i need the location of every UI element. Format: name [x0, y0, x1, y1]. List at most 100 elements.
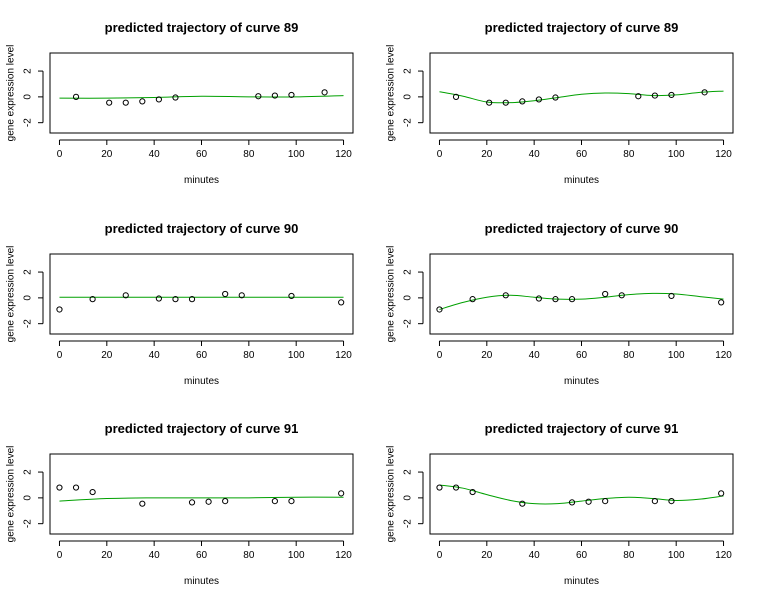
chart-5-y-axis-title: gene expression level — [6, 446, 17, 543]
chart-5-data-point — [188, 499, 196, 506]
chart-4-data-point — [552, 296, 559, 303]
chart-3-plot-frame — [49, 253, 354, 335]
chart-3-data-point — [338, 299, 345, 306]
chart-1-data-point — [271, 92, 278, 99]
chart-2: predicted trajectory of curve 890 20 40 60 8… — [386, 20, 734, 186]
chart-4-data-point — [618, 292, 625, 299]
chart-6-trajectory-line — [439, 484, 724, 505]
chart-2-y-tick-label: 2 — [403, 68, 414, 74]
chart-6-x-tick-label: 20 — [481, 550, 493, 561]
chart-2-x-tick-label: 120 — [715, 149, 732, 160]
chart-5-data-point — [139, 500, 146, 507]
chart-1-data-point — [155, 96, 162, 103]
chart-4-x-tick-label: 20 — [481, 350, 493, 361]
chart-1-x-tick-label: 0 — [57, 149, 63, 160]
chart-6-x-tick-label: 0 — [437, 550, 443, 561]
chart-5-data-point — [222, 497, 229, 505]
chart-4-y-tick-label: 0 — [403, 295, 414, 301]
chart-2-data-point — [635, 93, 642, 100]
chart-6-data-point — [668, 497, 675, 505]
chart-1-data-point — [106, 99, 113, 106]
chart-6-y-tick-label: -2 — [403, 519, 414, 528]
chart-2-y-axis-title: gene expression level — [386, 45, 397, 142]
chart-3-title: predicted trajectory of curve 90 — [105, 221, 299, 236]
chart-3: predicted trajectory of curve 900 20 40 60 8… — [6, 221, 354, 387]
chart-3-data-point — [222, 290, 229, 298]
chart-1-x-tick-label: 20 — [101, 149, 113, 160]
chart-3-y-tick-label: -2 — [23, 319, 34, 328]
chart-5-data-point — [56, 484, 63, 491]
chart-4-x-tick-label: 80 — [623, 350, 635, 361]
chart-5-x-tick-label: 100 — [288, 550, 305, 561]
chart-1-y-axis-title: gene expression level — [6, 45, 17, 142]
chart-6-data-point — [651, 497, 658, 505]
chart-6-x-tick-label: 120 — [715, 550, 732, 561]
chart-6-data-point — [602, 497, 609, 505]
chart-3-data-point — [238, 292, 245, 299]
chart-6-x-tick-label: 40 — [529, 550, 541, 561]
chart-4-x-tick-label: 40 — [529, 350, 541, 361]
chart-2-x-axis-title: minutes — [564, 175, 599, 186]
chart-5-y-tick-label: -2 — [23, 519, 34, 528]
chart-2-data-point — [535, 96, 542, 103]
chart-3-data-point — [122, 292, 129, 299]
chart-2-data-point — [651, 92, 658, 99]
chart-2-y-tick-label: -2 — [403, 118, 414, 127]
chart-5-data-point — [205, 498, 212, 505]
chart-1-y-tick-label: -2 — [23, 118, 34, 127]
chart-4-data-point — [469, 296, 476, 303]
chart-6-x-axis-title: minutes — [564, 576, 599, 587]
chart-3-x-tick-label: 20 — [101, 350, 113, 361]
chart-6-data-point — [469, 488, 476, 496]
chart-1-data-point — [321, 89, 328, 96]
chart-3-x-axis-title: minutes — [184, 376, 219, 387]
chart-6-data-point — [718, 490, 725, 497]
chart-4-title: predicted trajectory of curve 90 — [485, 221, 679, 236]
chart-1-data-point — [72, 93, 80, 100]
chart-1-x-tick-label: 120 — [335, 149, 352, 160]
chart-6-data-point — [568, 499, 576, 506]
chart-4-y-tick-label: -2 — [403, 319, 414, 328]
chart-5-x-tick-label: 20 — [101, 550, 113, 561]
chart-6: predicted trajectory of curve 910 20 40 60 8… — [386, 421, 734, 587]
chart-4-y-tick-label: 2 — [403, 269, 414, 275]
chart-6-x-tick-label: 60 — [576, 550, 588, 561]
chart-2-x-tick-label: 80 — [623, 149, 635, 160]
chart-3-y-axis-title: gene expression level — [6, 246, 17, 343]
chart-5-y-tick-label: 2 — [23, 469, 34, 475]
chart-1-data-point — [255, 93, 262, 100]
chart-4: predicted trajectory of curve 900 20 40 60 8… — [386, 221, 734, 387]
chart-3-data-point — [188, 296, 196, 303]
chart-4-x-axis-title: minutes — [564, 376, 599, 387]
chart-6-data-point — [436, 484, 443, 491]
chart-6-data-point — [452, 484, 460, 491]
chart-4-data-point — [602, 290, 609, 298]
chart-4-trajectory-line — [439, 292, 724, 310]
chart-3-x-tick-label: 80 — [243, 350, 255, 361]
chart-1-data-point — [288, 91, 295, 99]
chart-4-data-point — [668, 292, 675, 300]
chart-1-title: predicted trajectory of curve 89 — [105, 20, 299, 35]
chart-2-data-point — [701, 89, 708, 96]
chart-3-x-tick-label: 0 — [57, 350, 63, 361]
chart-1-trajectory-line — [59, 95, 344, 99]
chart-5-data-point — [338, 490, 345, 497]
chart-5-x-axis-title: minutes — [184, 576, 219, 587]
chart-1-x-tick-label: 60 — [196, 149, 208, 160]
chart-3-x-tick-label: 120 — [335, 350, 352, 361]
chart-5-data-point — [288, 497, 295, 505]
chart-2-data-point — [668, 91, 675, 99]
chart-2-title: predicted trajectory of curve 89 — [485, 20, 679, 35]
chart-4-data-point — [568, 296, 576, 303]
chart-1: predicted trajectory of curve 890 20 40 60 8… — [6, 20, 354, 186]
chart-6-y-tick-label: 2 — [403, 469, 414, 475]
chart-3-x-tick-label: 40 — [149, 350, 161, 361]
chart-1-x-tick-label: 100 — [288, 149, 305, 160]
chart-4-x-tick-label: 100 — [668, 350, 685, 361]
chart-3-data-point — [172, 296, 179, 303]
chart-5-title: predicted trajectory of curve 91 — [105, 421, 299, 436]
chart-3-data-point — [56, 306, 63, 313]
chart-3-data-point — [155, 295, 162, 302]
chart-1-data-point — [172, 94, 179, 101]
